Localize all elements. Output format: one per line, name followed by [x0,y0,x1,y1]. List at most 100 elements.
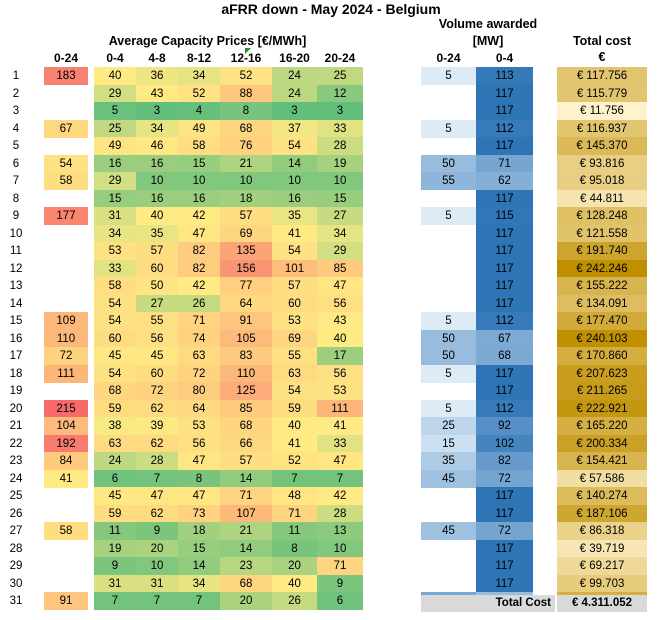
cost-cell: € 116.937 [557,120,647,138]
price-cell: 47 [178,452,220,470]
price-cell: 57 [220,207,272,225]
price-cell: 13 [317,522,363,540]
price-cell: 58 [94,277,136,295]
price-cell: 25 [317,67,363,85]
cost-cell: € 240.103 [557,330,647,348]
cost-cell: € 117.756 [557,67,647,85]
cost-cell: € 155.222 [557,277,647,295]
price-cell: 12 [317,85,363,103]
volume-cell: 117 [476,365,533,383]
cost-cell: € 128.248 [557,207,647,225]
day-label: 30 [9,578,23,590]
day-label: 18 [9,368,23,380]
price-cell: 63 [94,435,136,453]
volume-cell: 45 [421,522,476,540]
volume-cell: 117 [476,575,533,593]
price-cell: 125 [220,382,272,400]
volume-cell: 117 [476,260,533,278]
cost-cell: € 242.246 [557,260,647,278]
price-cell: 40 [272,575,317,593]
volume-cell: 71 [476,155,533,173]
cost-cell: € 145.370 [557,137,647,155]
volume-column-header: 0-4 [495,51,514,65]
price-cell: 40 [94,67,136,85]
cost-cell: € 44.811 [557,190,647,208]
price-cell [44,295,88,313]
comment-marker-icon [245,48,251,54]
price-cell: 24 [272,85,317,103]
price-cell: 63 [178,347,220,365]
price-cell: 10 [272,172,317,190]
cost-cell: € 121.558 [557,225,647,243]
day-label: 9 [12,210,20,222]
volume-cell [421,242,476,260]
price-cell [44,505,88,523]
volume-cell: 102 [476,435,533,453]
price-cell: 16 [94,155,136,173]
day-label: 17 [9,350,23,362]
volume-cell: 50 [421,330,476,348]
price-column-header: 4-8 [148,51,166,65]
price-cell: 62 [136,505,178,523]
volume-cell [421,487,476,505]
cost-cell: € 191.740 [557,242,647,260]
price-cell: 77 [220,277,272,295]
volume-cell: 62 [476,172,533,190]
total-cost-header: Total cost [572,34,632,48]
price-cell: 33 [94,260,136,278]
price-cell: 85 [220,400,272,418]
price-cell: 60 [136,260,178,278]
price-cell: 56 [317,365,363,383]
price-cell: 55 [136,312,178,330]
volume-cell: 117 [476,242,533,260]
price-cell: 49 [94,137,136,155]
price-cell: 3 [317,102,363,120]
day-label: 21 [9,420,23,432]
volume-cell: 115 [476,207,533,225]
price-cell: 66 [220,435,272,453]
price-cell [44,277,88,295]
price-column-header: 8-12 [186,51,212,65]
volume-cell: 15 [421,435,476,453]
cost-cell: € 140.274 [557,487,647,505]
cost-cell: € 11.756 [557,102,647,120]
price-cell: 177 [44,207,88,225]
volume-cell: 112 [476,312,533,330]
volume-cell: 35 [421,452,476,470]
price-cell: 71 [178,312,220,330]
price-cell: 27 [136,295,178,313]
price-cell: 28 [136,452,178,470]
cost-cell: € 95.018 [557,172,647,190]
volume-cell: 117 [476,487,533,505]
day-label: 7 [12,175,20,187]
price-cell [44,225,88,243]
price-cell: 34 [317,225,363,243]
volume-cell [421,540,476,558]
price-cell: 183 [44,67,88,85]
price-cell: 21 [220,522,272,540]
price-cell: 53 [317,382,363,400]
volume-cell: 72 [476,522,533,540]
price-cell [44,85,88,103]
day-label: 10 [9,228,23,240]
price-cell: 14 [178,557,220,575]
price-cell: 42 [178,207,220,225]
price-cell: 9 [136,522,178,540]
cost-cell: € 187.106 [557,505,647,523]
price-cell: 39 [136,417,178,435]
price-cell: 34 [178,575,220,593]
price-cell: 19 [317,155,363,173]
price-cell: 58 [44,522,88,540]
price-cell: 59 [94,400,136,418]
volume-cell [421,382,476,400]
price-cell: 7 [94,592,136,610]
day-label: 28 [9,543,23,555]
price-cell: 27 [317,207,363,225]
price-cell: 85 [317,260,363,278]
price-cell: 47 [178,225,220,243]
price-cell: 83 [220,347,272,365]
price-cell: 52 [272,452,317,470]
cost-cell: € 177.470 [557,312,647,330]
price-cell: 54 [272,137,317,155]
price-cell: 59 [272,400,317,418]
